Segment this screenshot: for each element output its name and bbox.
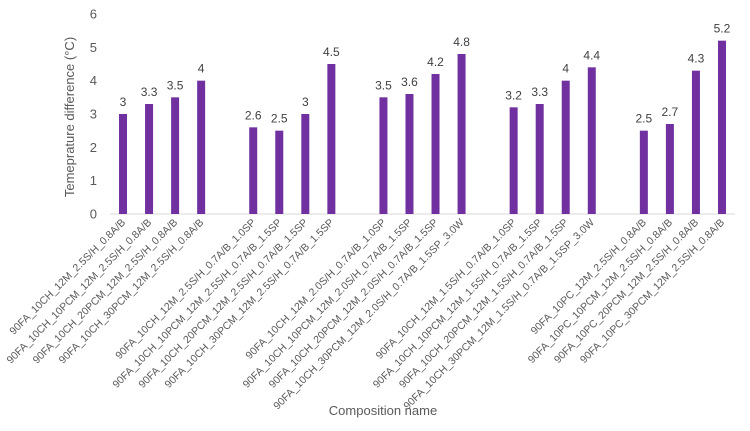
data-label: 2.7 <box>662 105 679 119</box>
data-label: 3.6 <box>401 75 418 89</box>
y-tick-label: 2 <box>90 140 97 155</box>
data-label: 2.6 <box>245 108 262 122</box>
bar <box>405 94 414 214</box>
bar <box>275 130 284 214</box>
bar <box>145 104 154 214</box>
bar <box>197 80 206 215</box>
bar <box>431 74 440 214</box>
data-label: 4.2 <box>427 55 444 69</box>
bar <box>691 70 700 215</box>
data-label: 4 <box>198 62 205 76</box>
y-tick-label: 3 <box>90 107 97 122</box>
y-axis-ticks: 0 1 2 3 4 5 6 <box>90 7 97 222</box>
data-label: 2.5 <box>271 112 288 126</box>
bar <box>535 104 544 214</box>
y-tick-label: 5 <box>90 40 97 55</box>
bar <box>561 80 570 215</box>
y-tick-label: 1 <box>90 173 97 188</box>
data-label: 3.3 <box>141 85 158 99</box>
data-label: 5.2 <box>714 22 731 36</box>
data-label: 4.3 <box>688 52 705 66</box>
data-labels: 3 3.3 3.5 4 2.6 2.5 3 4.5 3.5 3.6 4.2 4.8 3.2 3.3 4 4.4… <box>120 22 731 126</box>
data-label: 3.5 <box>167 78 184 92</box>
data-label: 4 <box>562 62 569 76</box>
data-label: 2.5 <box>636 112 653 126</box>
bar <box>665 124 674 214</box>
data-label: 4.5 <box>323 45 340 59</box>
bar <box>587 67 596 214</box>
y-tick-label: 0 <box>90 207 97 222</box>
data-label: 4.8 <box>453 35 470 49</box>
bar <box>457 54 466 214</box>
bar <box>717 40 726 214</box>
data-label: 3.2 <box>505 88 522 102</box>
y-axis-title: Temeprature difference (°C) <box>62 37 77 197</box>
bars <box>119 40 726 215</box>
data-label: 3 <box>302 95 309 109</box>
x-axis-title: Composition name <box>329 403 437 418</box>
y-tick-label: 4 <box>90 73 97 88</box>
bar <box>171 97 180 214</box>
bar <box>119 114 128 214</box>
bar <box>249 127 258 214</box>
bar <box>509 107 518 214</box>
category-labels: 90FA_10CH_12M_2.5S/H_0.8A/B90FA_10CH_10P… <box>5 217 728 413</box>
data-label: 3 <box>120 95 127 109</box>
data-label: 3.3 <box>531 85 548 99</box>
data-label: 3.5 <box>375 78 392 92</box>
y-tick-label: 6 <box>90 7 97 22</box>
bar <box>639 130 648 214</box>
bar <box>327 64 336 214</box>
data-label: 4.4 <box>583 48 600 62</box>
bar <box>379 97 388 214</box>
bar <box>301 114 310 214</box>
